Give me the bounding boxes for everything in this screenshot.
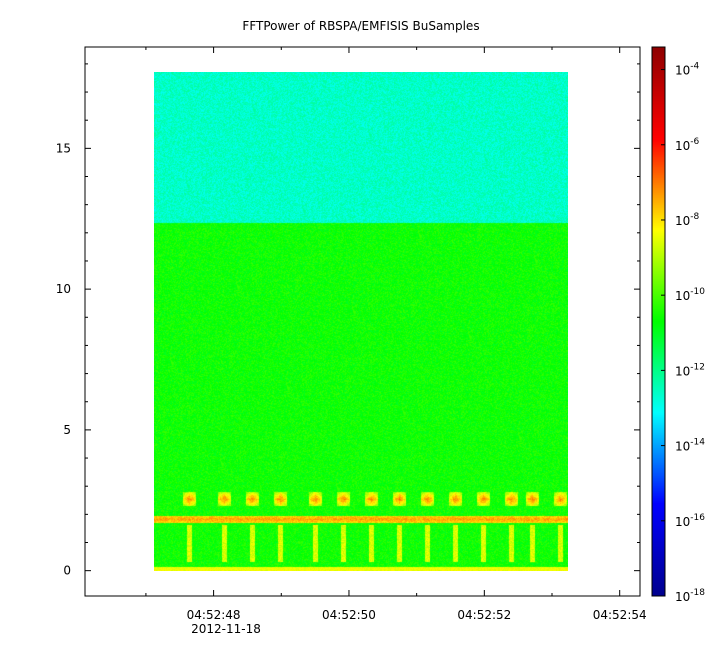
y-tick-label: 15: [56, 141, 71, 155]
colorbar-tick-label: 10-6: [675, 137, 700, 153]
spectrogram-image: [154, 72, 568, 571]
y-tick-label: 5: [63, 423, 71, 437]
colorbar-tick-base: 10: [675, 515, 690, 529]
colorbar-tick-label: 10-16: [675, 513, 705, 529]
colorbar-gradient: [652, 47, 665, 596]
y-axis: 0 5 10 15: [56, 63, 640, 578]
chart-title: FFTPower of RBSPA/EMFISIS BuSamples: [242, 19, 479, 33]
colorbar-tick-exponent: -10: [690, 287, 705, 297]
colorbar-tick-base: 10: [675, 440, 690, 454]
plot-frame: [84, 46, 641, 597]
colorbar-tick-label: 10-14: [675, 438, 705, 454]
colorbar-tick-exponent: -18: [690, 588, 705, 598]
colorbar-tick-exponent: -16: [690, 513, 705, 523]
colorbar-tick-base: 10: [675, 289, 690, 303]
colorbar-tick-exponent: -4: [690, 62, 699, 72]
colorbar-tick-base: 10: [675, 64, 690, 78]
colorbar-tick-base: 10: [675, 364, 690, 378]
colorbar-frame: [651, 46, 666, 597]
colorbar-tick-label: 10-4: [675, 62, 700, 78]
colorbar-tick-base: 10: [675, 139, 690, 153]
x-tick-label: 04:52:54: [593, 608, 647, 622]
colorbar-tick-label: 10-10: [675, 287, 705, 303]
colorbar-tick-exponent: -12: [690, 362, 705, 372]
colorbar-tick-label: 10-12: [675, 362, 705, 378]
colorbar-tick-label: 10-18: [675, 588, 705, 604]
y-tick-label: 0: [63, 564, 71, 578]
y-tick-label: 10: [56, 282, 71, 296]
x-tick-label: 04:52:48: [187, 608, 241, 622]
colorbar-tick-base: 10: [675, 214, 690, 228]
colorbar-tick-exponent: -6: [690, 137, 699, 147]
x-axis: 04:52:48 04:52:50 04:52:52 04:52:54: [145, 47, 647, 622]
x-date-label: 2012-11-18: [191, 622, 261, 636]
colorbar-tick-exponent: -8: [690, 212, 699, 222]
x-tick-label: 04:52:50: [322, 608, 376, 622]
spectrogram-image-holder: [154, 72, 568, 571]
colorbar-tick-exponent: -14: [690, 438, 705, 448]
x-tick-label: 04:52:52: [457, 608, 511, 622]
colorbar-tick-label: 10-8: [675, 212, 700, 228]
colorbar-tick-base: 10: [675, 590, 690, 604]
colorbar-image-holder: [652, 47, 665, 596]
